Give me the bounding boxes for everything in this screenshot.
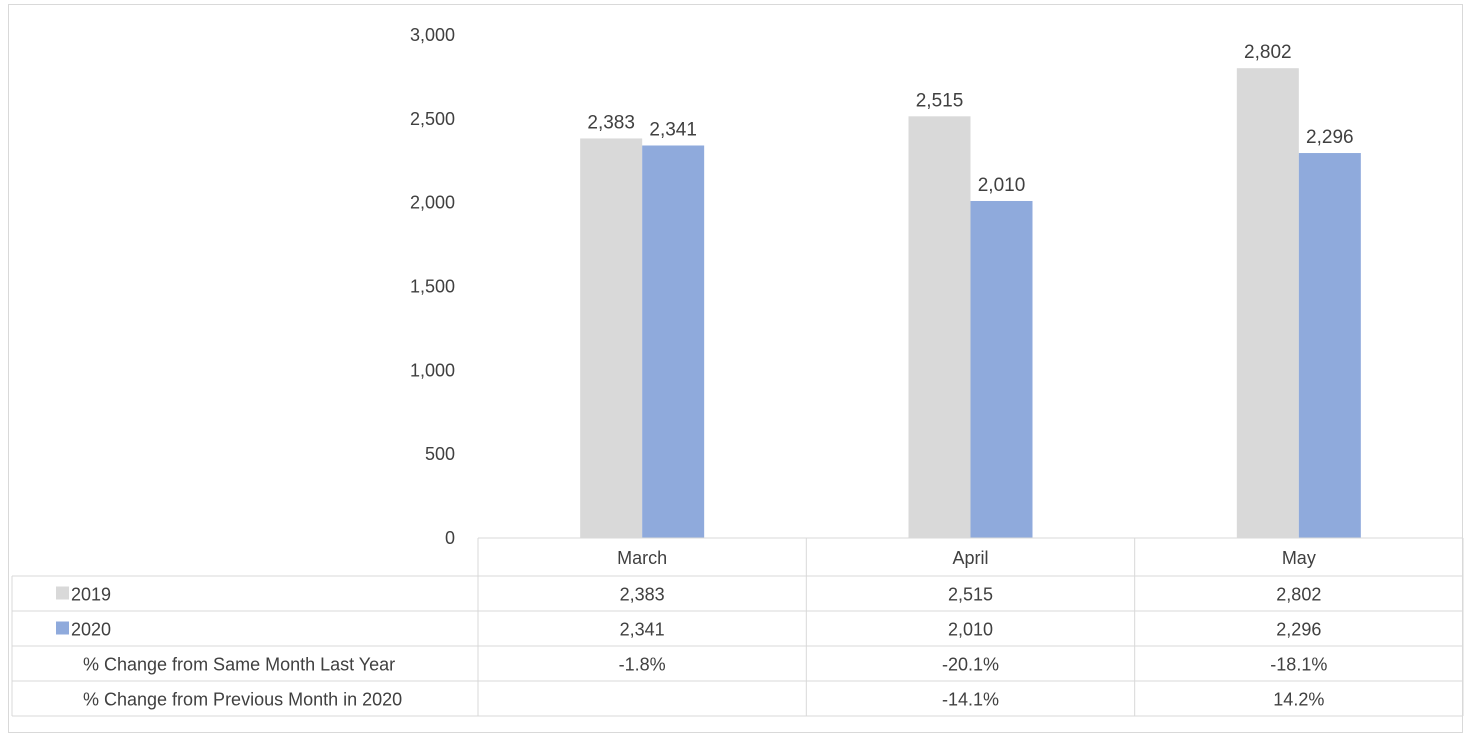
y-tick-label: 3,000: [410, 25, 455, 45]
bar-2019-may: [1236, 68, 1299, 538]
data-label: 2,010: [978, 175, 1026, 196]
y-tick-label: 0: [445, 528, 455, 548]
bar-2020-april: [970, 200, 1033, 539]
data-label: 2,383: [587, 112, 635, 133]
table-cell: 2,802: [1276, 585, 1321, 605]
table-header-cell: March: [617, 548, 667, 568]
data-label: 2,296: [1306, 127, 1354, 148]
y-tick-label: 2,500: [410, 109, 455, 129]
bar-2019-april: [908, 116, 971, 539]
bar-2019-march: [580, 138, 643, 539]
table-header-cell: April: [952, 548, 988, 568]
table-header-cell: May: [1282, 548, 1316, 568]
table-cell: -14.1%: [942, 690, 999, 710]
y-tick-label: 500: [425, 444, 455, 464]
table-cell: 2,341: [620, 620, 665, 640]
table-row-label: % Change from Same Month Last Year: [83, 655, 395, 675]
bar-2020-march: [642, 145, 705, 538]
table-cell: 2,010: [948, 620, 993, 640]
table-cell: 2,383: [620, 585, 665, 605]
y-tick-label: 1,500: [410, 277, 455, 297]
y-tick-label: 2,000: [410, 193, 455, 213]
data-label: 2,341: [649, 119, 697, 140]
table-cell: -18.1%: [1270, 655, 1327, 675]
bar-2020-may: [1298, 153, 1361, 538]
table-row-label: 2020: [71, 620, 111, 640]
legend-swatch-2019: [56, 586, 69, 600]
table-row-label: % Change from Previous Month in 2020: [83, 690, 402, 710]
table-cell: -1.8%: [619, 655, 666, 675]
table-cell: 2,296: [1276, 620, 1321, 640]
table-row-label: 2019: [71, 585, 111, 605]
data-label: 2,515: [916, 90, 964, 111]
legend-swatch-2020: [56, 621, 69, 635]
data-label: 2,802: [1244, 42, 1292, 63]
table-cell: 14.2%: [1273, 690, 1324, 710]
table-cell: 2,515: [948, 585, 993, 605]
y-tick-label: 1,000: [410, 360, 455, 380]
table-cell: -20.1%: [942, 655, 999, 675]
